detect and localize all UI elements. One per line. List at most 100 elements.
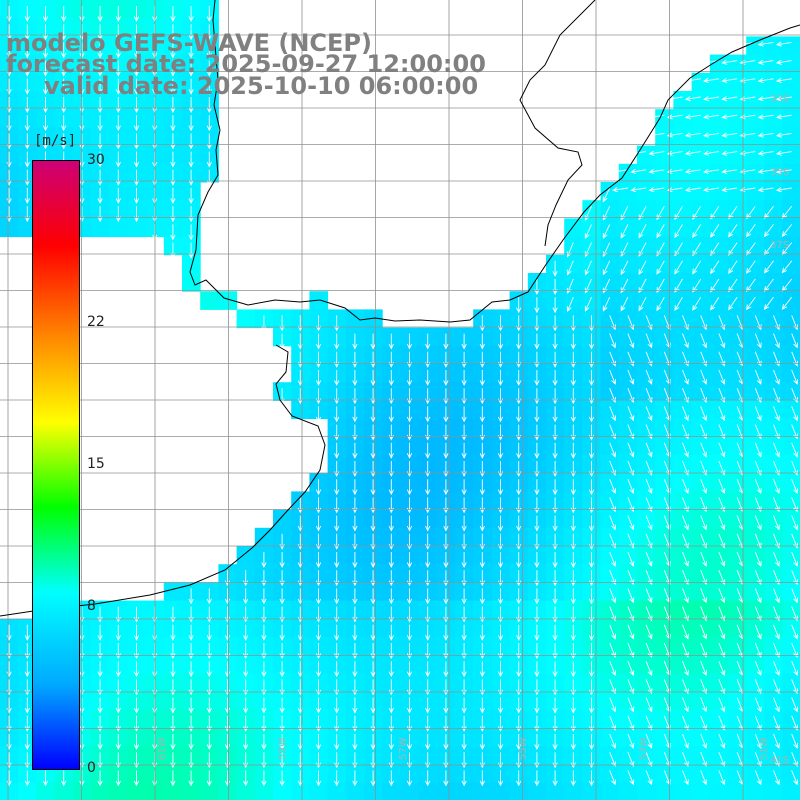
wind-arrow	[497, 770, 504, 787]
wind-cell	[764, 655, 784, 674]
wind-arrow	[497, 624, 504, 641]
wind-arrow	[718, 733, 726, 749]
wind-arrow	[746, 260, 756, 274]
wind-arrow	[334, 515, 340, 532]
wind-arrow	[206, 624, 212, 641]
wind-cell	[637, 145, 656, 165]
wind-cell	[746, 36, 765, 56]
wind-cell	[728, 527, 747, 547]
wind-arrow	[261, 552, 267, 569]
wind-cell	[691, 109, 711, 128]
wind-arrow	[656, 260, 665, 275]
wind-arrow	[570, 734, 576, 751]
wind-cell	[691, 127, 711, 147]
wind-arrow	[534, 370, 540, 387]
wind-arrow	[773, 697, 780, 713]
wind-arrow	[170, 224, 176, 241]
wind-cell	[673, 145, 693, 165]
wind-arrow	[461, 697, 467, 714]
wind-arrow	[692, 278, 702, 293]
wind-arrow	[115, 115, 121, 132]
wind-cell	[637, 236, 656, 256]
wind-arrow	[61, 24, 67, 41]
wind-arrow	[115, 133, 121, 150]
wind-cell	[618, 309, 638, 329]
wind-arrow	[609, 715, 617, 731]
wind-cell	[200, 291, 219, 310]
wind-cell	[637, 655, 656, 674]
wind-arrow	[461, 515, 467, 532]
wind-cell	[709, 582, 729, 602]
wind-cell	[673, 673, 693, 693]
wind-cell	[709, 109, 729, 128]
wind-arrow	[534, 333, 540, 350]
wind-cell	[782, 418, 800, 438]
wind-arrow	[170, 133, 176, 150]
wind-cell	[673, 782, 693, 800]
wind-arrow	[775, 77, 792, 84]
wind-arrow	[791, 406, 799, 422]
wind-arrow	[497, 588, 504, 605]
wind-arrow	[334, 479, 340, 496]
wind-arrow	[461, 588, 467, 605]
wind-cell	[600, 382, 620, 401]
wind-arrow	[334, 661, 340, 678]
wind-cell	[18, 782, 37, 800]
longitude-label: 61W	[157, 737, 168, 760]
wind-cell	[673, 309, 693, 329]
wind-cell	[637, 163, 656, 183]
wind-arrow	[224, 661, 231, 678]
wind-arrow	[718, 606, 726, 622]
wind-cell	[746, 218, 765, 238]
wind-cell	[691, 673, 711, 693]
wind-arrow	[534, 588, 540, 605]
wind-cell	[600, 582, 620, 602]
wind-arrow	[718, 333, 726, 349]
wind-arrow	[566, 297, 574, 313]
wind-cell	[709, 436, 729, 456]
wind-arrow	[243, 624, 249, 641]
wind-arrow	[42, 60, 49, 77]
wind-cell	[200, 782, 219, 800]
wind-arrow	[370, 624, 376, 641]
wind-cell	[746, 491, 765, 511]
wind-cell	[782, 200, 800, 219]
wind-arrow	[718, 551, 726, 567]
wind-arrow	[718, 406, 726, 422]
wind-arrow	[703, 114, 719, 120]
wind-arrow	[461, 370, 467, 387]
wind-arrow	[700, 369, 708, 385]
wind-cell	[709, 527, 729, 547]
wind-cell	[618, 418, 638, 438]
wind-cell	[273, 509, 292, 529]
wind-arrow	[516, 624, 522, 641]
wind-arrow	[570, 624, 576, 641]
wind-arrow	[97, 97, 103, 114]
wind-arrow	[552, 661, 558, 678]
wind-cell	[782, 546, 800, 565]
wind-arrow	[170, 661, 176, 678]
wind-cell	[709, 655, 729, 674]
wind-arrow	[754, 406, 762, 422]
wind-arrow	[188, 206, 194, 223]
wind-cell	[655, 782, 674, 800]
wind-cell	[673, 582, 693, 602]
wind-arrow	[352, 697, 358, 714]
wind-cell	[655, 345, 674, 365]
wind-cell	[600, 691, 620, 711]
wind-arrow	[609, 570, 617, 586]
wind-arrow	[710, 278, 720, 293]
wind-arrow	[746, 205, 756, 220]
wind-arrow	[682, 624, 689, 640]
wind-arrow	[684, 187, 701, 193]
wind-arrow	[479, 734, 485, 751]
wind-cell	[600, 182, 620, 201]
wind-cell	[709, 200, 729, 219]
wind-arrow	[61, 42, 67, 59]
wind-cell	[564, 291, 583, 310]
wind-cell	[764, 145, 784, 165]
wind-arrow	[61, 78, 67, 95]
wind-arrow	[352, 406, 358, 423]
wind-arrow	[645, 333, 653, 349]
wind-arrow	[682, 770, 689, 786]
